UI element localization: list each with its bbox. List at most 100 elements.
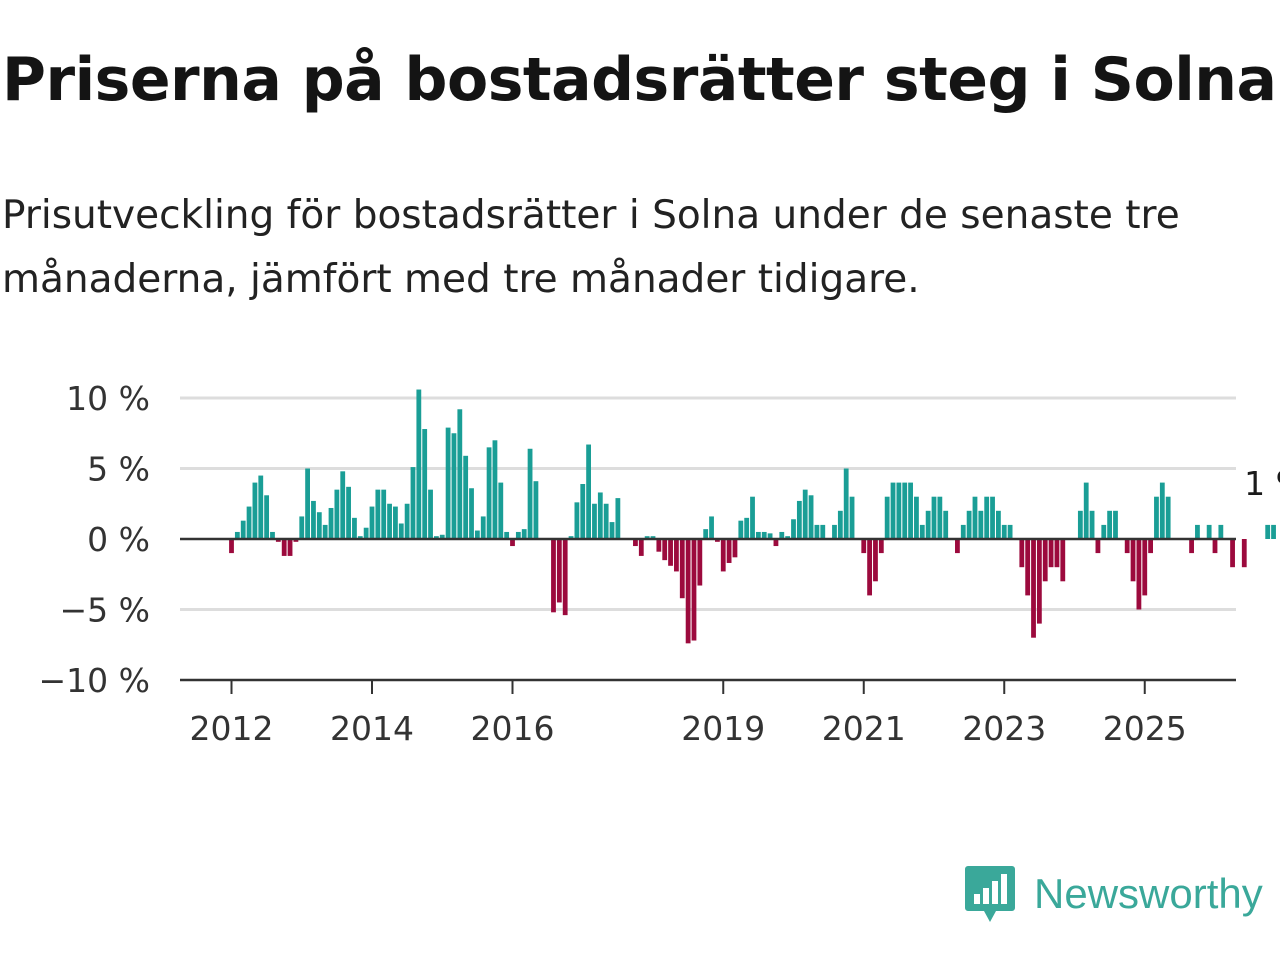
bar xyxy=(750,496,755,539)
bar xyxy=(890,482,896,539)
bar xyxy=(586,444,591,539)
bar xyxy=(1042,539,1048,582)
x-tick-label: 2012 xyxy=(190,709,274,748)
bar xyxy=(1148,539,1153,554)
bar xyxy=(480,516,486,539)
bar xyxy=(240,520,246,539)
bar xyxy=(1189,539,1194,554)
bar xyxy=(451,433,457,539)
bar xyxy=(779,531,785,539)
bar xyxy=(287,539,293,556)
bar xyxy=(1165,496,1171,539)
bar xyxy=(428,489,433,539)
bar xyxy=(1159,482,1165,539)
brand-name: Newsworthy xyxy=(1034,870,1263,917)
bar xyxy=(633,539,638,547)
brand-logo: Newsworthy xyxy=(964,864,1263,924)
bar xyxy=(1054,539,1060,568)
bar xyxy=(387,503,392,539)
bar xyxy=(732,539,738,558)
bar xyxy=(369,506,375,539)
bar xyxy=(1025,539,1031,596)
bar xyxy=(551,539,556,613)
bar xyxy=(1206,524,1212,539)
bar xyxy=(463,455,469,539)
bar xyxy=(328,507,334,539)
bar xyxy=(679,539,685,599)
bar xyxy=(1113,510,1118,539)
bar xyxy=(873,539,878,582)
bar xyxy=(884,496,890,539)
bar xyxy=(434,536,439,539)
bar xyxy=(568,536,574,539)
bar xyxy=(849,496,855,539)
bar xyxy=(363,527,369,539)
bar xyxy=(381,489,387,539)
bar xyxy=(275,539,281,542)
newsworthy-logo-icon xyxy=(965,866,1015,922)
bar xyxy=(990,496,995,539)
axis-layer: 10 % 5 % 0 % −5 % −10 % 2012 2014 2016 2019 2021 2… xyxy=(39,379,1236,748)
bar xyxy=(925,510,931,539)
bar xyxy=(229,539,234,554)
x-tick-label: 2019 xyxy=(681,709,765,748)
bar xyxy=(258,475,264,539)
bar xyxy=(334,489,340,539)
bar xyxy=(603,503,609,539)
bar xyxy=(264,495,270,539)
bar xyxy=(796,500,802,539)
bar xyxy=(609,522,615,539)
bar xyxy=(352,517,357,539)
bar xyxy=(726,539,732,563)
bar xyxy=(410,467,416,539)
bar xyxy=(644,536,650,539)
y-tick-label: −5 % xyxy=(60,591,151,630)
bar xyxy=(1136,539,1142,610)
bar xyxy=(767,533,773,539)
bar xyxy=(703,529,709,539)
bar xyxy=(1089,510,1095,539)
bar xyxy=(1019,539,1025,568)
bar xyxy=(650,536,656,539)
bar xyxy=(1031,539,1036,638)
bar xyxy=(738,520,744,539)
bar xyxy=(305,468,310,539)
bar xyxy=(978,510,984,539)
bar xyxy=(504,531,510,539)
x-tick-label: 2014 xyxy=(330,709,414,748)
bar xyxy=(580,484,586,539)
bar xyxy=(1154,496,1159,539)
bar xyxy=(955,539,960,554)
bar xyxy=(486,447,492,539)
bar xyxy=(674,539,679,572)
bar xyxy=(843,468,849,539)
bar xyxy=(311,500,316,539)
bar xyxy=(867,539,872,596)
bar xyxy=(234,531,240,539)
bar xyxy=(1230,539,1235,568)
bar xyxy=(1218,524,1224,539)
y-tick-label: 0 % xyxy=(87,520,150,559)
bar xyxy=(1001,524,1007,539)
bar xyxy=(896,482,902,539)
bar xyxy=(715,539,720,542)
bar xyxy=(393,506,398,539)
bar xyxy=(685,539,691,644)
bar xyxy=(972,496,978,539)
bar xyxy=(902,482,908,539)
bar xyxy=(691,539,697,641)
bar xyxy=(322,524,328,539)
bar xyxy=(469,488,474,539)
bar xyxy=(832,524,837,539)
bar xyxy=(773,539,779,547)
bar xyxy=(908,482,913,539)
bar xyxy=(820,524,826,539)
bar xyxy=(1195,524,1200,539)
bar xyxy=(375,489,381,539)
bar xyxy=(662,539,668,561)
bar xyxy=(422,429,428,539)
bar xyxy=(556,539,562,603)
bar xyxy=(996,510,1001,539)
chart-subtitle: Prisutveckling för bostadsrätter i Solna… xyxy=(2,193,1180,302)
bar xyxy=(878,539,884,554)
